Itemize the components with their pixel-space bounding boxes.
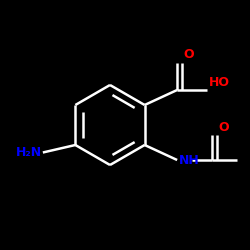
Text: O: O bbox=[218, 121, 228, 134]
Text: HO: HO bbox=[208, 76, 230, 89]
Text: H₂N: H₂N bbox=[16, 146, 42, 159]
Text: O: O bbox=[183, 48, 194, 61]
Text: NH: NH bbox=[178, 154, 199, 166]
